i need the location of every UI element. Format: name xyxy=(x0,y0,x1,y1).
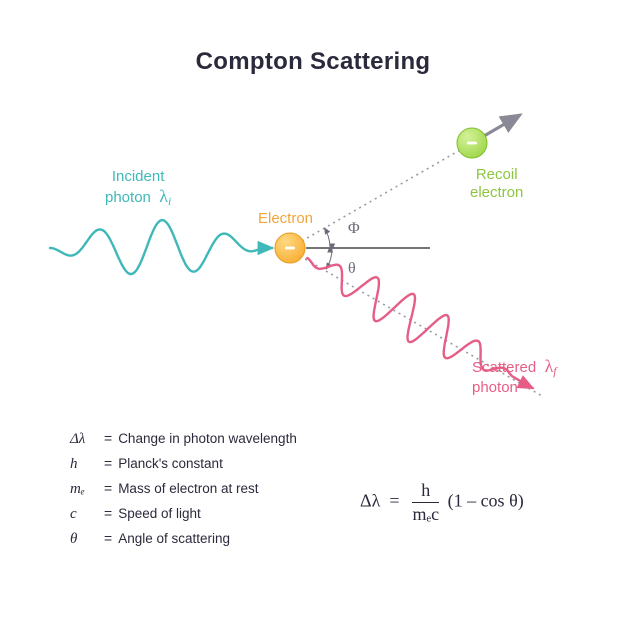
legend-symbol: mₑ xyxy=(70,481,98,498)
legend-desc: Change in photon wavelength xyxy=(118,431,297,446)
legend-row: Δλ=Change in photon wavelength xyxy=(70,430,297,448)
recoil-electron-label: Recoil electron xyxy=(470,166,523,202)
legend-desc: Angle of scattering xyxy=(118,531,230,546)
legend-desc: Speed of light xyxy=(118,506,201,521)
electron-label: Electron xyxy=(258,210,313,228)
legend-symbol: θ xyxy=(70,531,98,548)
incident-photon-label: Incident photon λi xyxy=(105,168,171,209)
legend-desc: Mass of electron at rest xyxy=(118,481,258,496)
diagram-stage: Compton Scattering Incident photon λi El… xyxy=(0,0,626,626)
compton-formula: Δλ = h mₑc (1 – cos θ) xyxy=(360,480,524,525)
legend-symbol: c xyxy=(70,506,98,523)
symbol-legend: Δλ=Change in photon wavelength h=Planck's… xyxy=(70,430,297,555)
recoil-minus-icon xyxy=(467,142,477,145)
legend-row: θ=Angle of scattering xyxy=(70,530,297,548)
legend-row: c=Speed of light xyxy=(70,505,297,523)
phi-label: Φ xyxy=(348,220,360,238)
theta-label: θ xyxy=(348,260,356,278)
scattered-photon-label: Scattered λf photon xyxy=(472,356,557,397)
legend-symbol: Δλ xyxy=(70,431,98,448)
recoil-trajectory xyxy=(302,150,460,241)
legend-row: h=Planck's constant xyxy=(70,455,297,473)
phi-arc xyxy=(325,228,330,247)
incident-wave xyxy=(50,220,272,274)
electron-minus-icon xyxy=(285,247,295,250)
legend-symbol: h xyxy=(70,456,98,473)
recoil-arrow xyxy=(484,115,520,136)
legend-row: mₑ=Mass of electron at rest xyxy=(70,480,297,498)
legend-desc: Planck's constant xyxy=(118,456,223,471)
